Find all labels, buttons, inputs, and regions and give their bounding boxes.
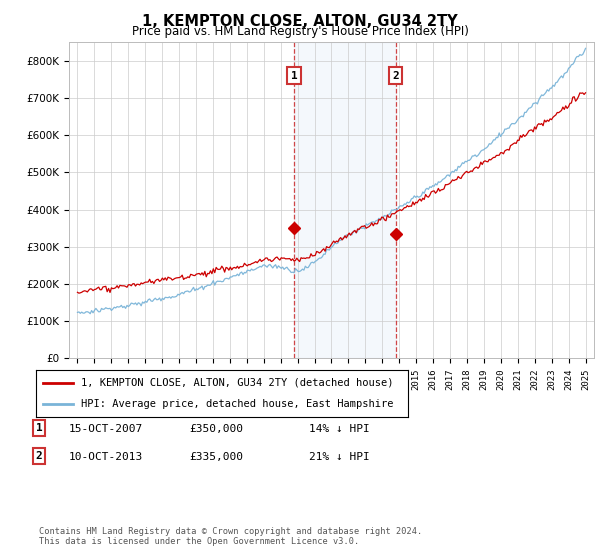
Text: 1: 1 (35, 423, 43, 433)
Text: £335,000: £335,000 (189, 452, 243, 463)
Text: 14% ↓ HPI: 14% ↓ HPI (309, 424, 370, 435)
Text: 2: 2 (392, 71, 399, 81)
Text: Price paid vs. HM Land Registry's House Price Index (HPI): Price paid vs. HM Land Registry's House … (131, 25, 469, 38)
Text: 1, KEMPTON CLOSE, ALTON, GU34 2TY: 1, KEMPTON CLOSE, ALTON, GU34 2TY (142, 14, 458, 29)
Text: £350,000: £350,000 (189, 424, 243, 435)
Text: 21% ↓ HPI: 21% ↓ HPI (309, 452, 370, 463)
Text: 1: 1 (290, 71, 298, 81)
Text: 10-OCT-2013: 10-OCT-2013 (69, 452, 143, 463)
Text: HPI: Average price, detached house, East Hampshire: HPI: Average price, detached house, East… (80, 399, 393, 409)
Text: 1, KEMPTON CLOSE, ALTON, GU34 2TY (detached house): 1, KEMPTON CLOSE, ALTON, GU34 2TY (detac… (80, 378, 393, 388)
Text: 15-OCT-2007: 15-OCT-2007 (69, 424, 143, 435)
Text: 2: 2 (35, 451, 43, 461)
Text: Contains HM Land Registry data © Crown copyright and database right 2024.
This d: Contains HM Land Registry data © Crown c… (39, 526, 422, 546)
Bar (294, 42, 395, 358)
